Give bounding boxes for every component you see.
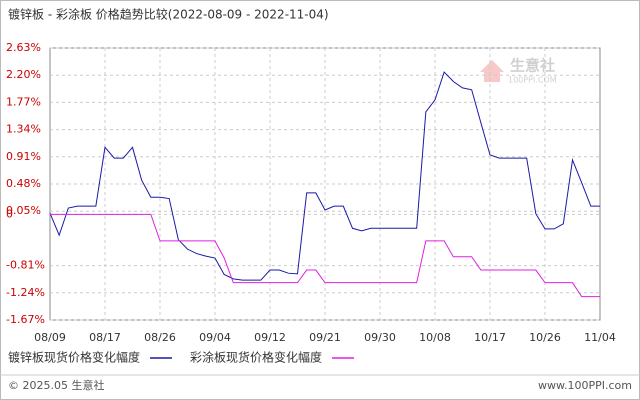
x-tick-label: 09/12 [254, 331, 286, 344]
x-tick-label: 11/04 [584, 331, 616, 344]
x-tick-label: 08/26 [144, 331, 176, 344]
x-tick-label: 09/04 [199, 331, 231, 344]
footer-site: www.100PPI.com [538, 379, 632, 392]
x-tick-label: 08/17 [89, 331, 121, 344]
x-tick-label: 10/26 [529, 331, 561, 344]
y-tick-label: 0.91% [6, 150, 41, 163]
footer-copyright: © 2025.05 生意社 [8, 378, 104, 392]
legend-label: 彩涂板现货价格变化幅度 [190, 350, 322, 365]
watermark-site: 100PPI.COM [508, 76, 557, 85]
watermark-name: 生意社 [510, 57, 555, 75]
x-tick-label: 10/08 [419, 331, 451, 344]
y-tick-label: -1.67% [6, 313, 45, 326]
x-tick-label: 10/17 [474, 331, 506, 344]
x-tick-label: 09/21 [309, 331, 341, 344]
y-tick-label: 0 [6, 207, 13, 220]
series-line [49, 71, 600, 281]
y-tick-label: 0.05% [6, 204, 41, 217]
chart-title: 镀锌板 - 彩涂板 价格趋势比较(2022-08-09 - 2022-11-04… [8, 7, 329, 22]
y-tick-label: 0.48% [6, 177, 41, 190]
y-tick-label: 1.77% [6, 95, 41, 108]
legend-label: 镀锌板现货价格变化幅度 [8, 350, 140, 365]
x-tick-label: 09/30 [364, 331, 396, 344]
y-tick-label: 2.63% [6, 41, 41, 54]
y-tick-label: 2.20% [6, 68, 41, 81]
watermark: 生意社 100PPI.COM [480, 57, 557, 85]
y-tick-label: 1.34% [6, 123, 41, 136]
series-line [50, 213, 600, 298]
watermark-logo [480, 60, 504, 82]
y-tick-label: -0.81% [6, 259, 45, 272]
y-tick-label: -1.24% [6, 286, 45, 299]
x-tick-label: 08/09 [34, 331, 66, 344]
